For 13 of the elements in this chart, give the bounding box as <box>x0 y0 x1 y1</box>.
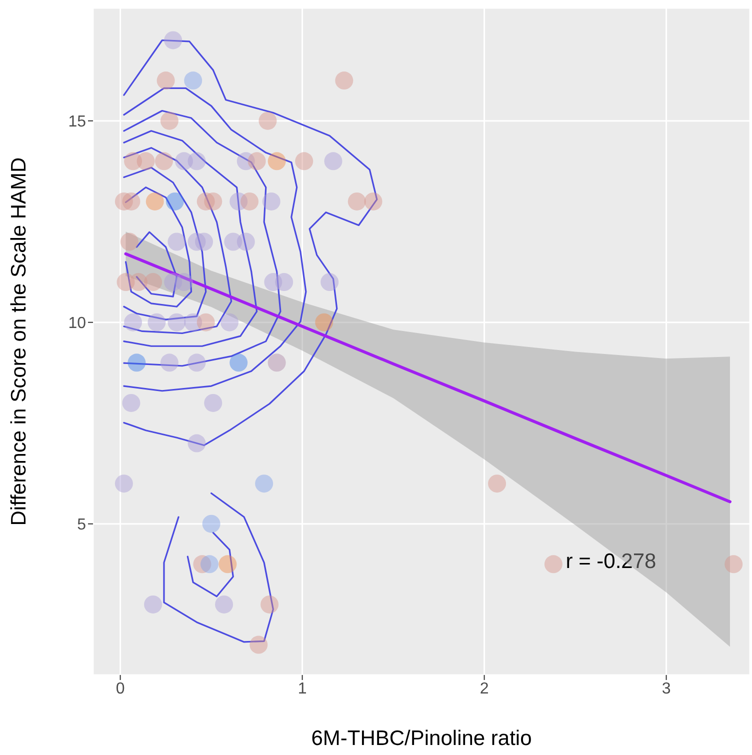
line-series <box>123 130 258 347</box>
y-tick-label: 10 <box>68 315 86 332</box>
y-axis-title: Difference in Score on the Scale HAMD <box>7 157 30 526</box>
x-tick-label: 3 <box>662 680 671 698</box>
x-tick-label: 1 <box>298 680 307 698</box>
x-tick-label: 2 <box>480 680 489 698</box>
line-series <box>123 147 232 334</box>
line-series <box>124 252 732 504</box>
annotation: r = -0.278 <box>566 550 656 573</box>
x-axis-title: 6M-THBC/Pinoline ratio <box>311 727 532 750</box>
y-tick-label: 5 <box>77 516 86 534</box>
y-tick-label: 15 <box>68 114 86 131</box>
x-tick-label: 0 <box>116 680 125 698</box>
